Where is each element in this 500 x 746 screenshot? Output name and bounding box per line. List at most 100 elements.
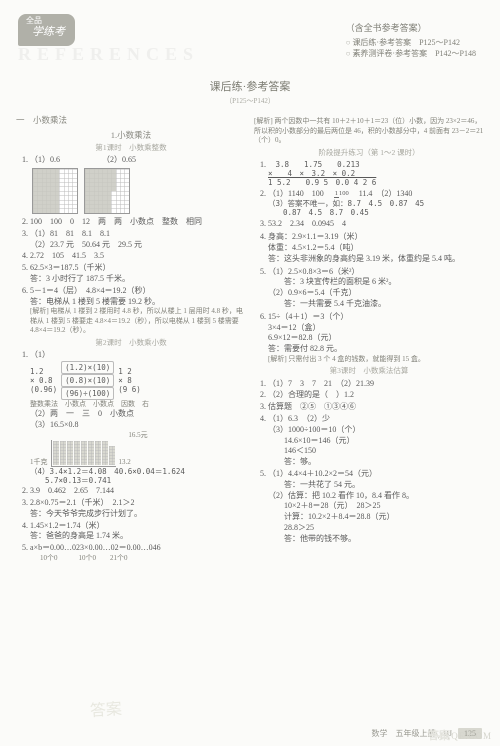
badge-main: 学练考 xyxy=(32,26,65,38)
t3-5: （1）4.4×4＋10.2×2＝54（元） 答：一共花了 54 元。 （2）估算… xyxy=(268,469,484,545)
t34d: 146＜150 xyxy=(268,446,484,457)
l32b: 答：今天爷爷完成步行计划了。 xyxy=(30,509,246,520)
l4-ans: 答：爸爸的身高是 1.74 米。 xyxy=(30,531,246,542)
t35e: 计算：10.2×2＋8.4＝28.8（元） xyxy=(268,512,484,523)
item-5: 62.5×3＝187.5（千米） 答：3 小时行了 187.5 千米。 xyxy=(30,263,246,285)
bar-left: 1千克 xyxy=(30,458,48,467)
l2-3: （3）16.5×0.8 xyxy=(30,420,246,431)
list-l2: （1） 1.2 × 0.8 (0.96) (1.2)×(10) (0.8)×(1… xyxy=(16,350,246,563)
l2-4: （4）3.4×1.2＝4.08 40.6×0.04＝1.624 5.7×0.13… xyxy=(30,467,246,485)
s1c: 1 5.2 0.9 5 0.0 4 2 6 xyxy=(268,178,484,187)
columns: 一 小数乘法 1.小数乘法 第1课时 小数乘整数 （1）0.6 （2）0.65 … xyxy=(0,112,500,564)
grid-065 xyxy=(84,168,130,214)
t35a: （1）4.4×4＋10.2×2＝54（元） xyxy=(268,469,484,480)
l4-145: 1.45×1.2＝1.74（米） xyxy=(30,521,246,532)
item-2-5: a×b＝0.00…023×0.00…02＝0.00…046 10个0 10个0 … xyxy=(30,543,246,563)
right-column: [解析] 两个因数中一共有 10＋2＋10＋1＝23（位）小数，因为 23×2＝… xyxy=(254,112,484,564)
s-item-6: 15÷（4＋1）＝3（个） 3×4＝12（盒） 6.9×12＝82.8（元） 答… xyxy=(268,312,484,365)
lesson-2: 第2课时 小数乘小数 xyxy=(16,338,246,348)
section-sub: （P125～P142） xyxy=(0,97,500,106)
stage-title: 阶段提升练习（第 1～2 课时） xyxy=(254,148,484,158)
s2a: （1）1140 100 xyxy=(268,189,332,198)
l1b: （2）0.65 xyxy=(102,155,136,164)
t34e: 答：够。 xyxy=(268,457,484,468)
list-l3: （1）7 3 7 21 （2）21.39 （2）合理的是（ ）1.2 估算题 ②… xyxy=(254,379,484,545)
l6c: [解析] 电梯从 1 楼到 2 楼用时 4.8 秒，所以从楼上 1 层用时 4.… xyxy=(30,307,246,335)
l5a: a×b＝0.00…023×0.00…02＝0.00…046 xyxy=(30,543,246,554)
s1a: 3.8 1.75 0.213 xyxy=(268,160,484,169)
calc-left: 1.2 × 0.8 (0.96) xyxy=(30,367,57,394)
t34c: 14.6×10＝146（元） xyxy=(268,436,484,447)
item-1: （1）0.6 （2）0.65 xyxy=(30,155,246,216)
bar-diagram xyxy=(51,440,116,467)
s2b: （3）答案不唯一，如：8.7 4.5 0.87 45 0.87 4.5 8.7 … xyxy=(268,199,484,217)
s2a2: 11.4 （2）1340 xyxy=(351,189,413,198)
list-stage: 3.8 1.75 0.213 × 4 × 3.2 × 0.2 1 5.2 0.9… xyxy=(254,160,484,365)
unit-title: 一 小数乘法 xyxy=(16,115,246,126)
l6a: 5－1＝4（层） 4.8×4＝19.2（秒） xyxy=(30,286,246,297)
item-2-4: 1.45×1.2＝1.74（米） 答：爸爸的身高是 1.74 米。 xyxy=(30,521,246,543)
section-title: 课后练·参考答案 xyxy=(0,80,500,95)
brand-badge: 全品 学练考 xyxy=(18,14,75,46)
item-3: （1）81 81 8.1 8.1 （2）23.7 元 50.64 元 29.5 … xyxy=(30,229,246,251)
meta-title: （含全书参考答案） xyxy=(346,22,476,34)
item-2: 100 100 0 12 两 两 小数点 整数 相同 xyxy=(30,217,246,228)
item-2-3: 2.8×0.75＝2.1（千米） 2.1＞2 答：今天爷爷完成步行计划了。 xyxy=(30,498,246,520)
topic-1: 1.小数乘法 xyxy=(16,130,246,141)
s5b: 答：3 块宣传栏的面积是 6 米²。 xyxy=(268,277,484,288)
t35b: 答：一共花了 54 元。 xyxy=(268,480,484,491)
l3a: （1）81 81 8.1 8.1 xyxy=(30,229,246,240)
s-item-2: （1）1140 100 1100 11.4 （2）1340 （3）答案不唯一，如… xyxy=(268,189,484,218)
calc-right: 1 2 × 8 (9 6) xyxy=(118,367,141,394)
s4b: 体重：4.5×1.2＝5.4（吨） xyxy=(268,243,484,254)
s-item-4: 身高：2.9×1.1＝3.19（米） 体重：4.5×1.2＝5.4（吨） 答：这… xyxy=(268,232,484,264)
d2-labels: 整数乘法 小数点 小数点 因数 右 xyxy=(30,400,246,409)
s5a: （1）2.5×0.8×3＝6（米²） xyxy=(268,267,484,278)
meta-line-2: 素养测评卷·参考答案 P142～P148 xyxy=(346,49,476,60)
s-item-1: 3.8 1.75 0.213 × 4 × 3.2 × 0.2 1 5.2 0.9… xyxy=(268,160,484,187)
l1a: （1）0.6 xyxy=(30,155,60,164)
t35g: 答：他带的钱不够。 xyxy=(268,534,484,545)
s6b: 3×4＝12（盒） xyxy=(268,323,484,334)
l5a: 62.5×3＝187.5（千米） xyxy=(30,263,246,274)
calc-mid: (1.2)×(10) (0.8)×(10) (96)÷(100) xyxy=(61,361,114,400)
s6e: [解析] 只需付出 3 个 4 盒的钱数，就能得到 15 盒。 xyxy=(268,355,484,364)
item-6: 5－1＝4（层） 4.8×4＝19.2（秒） 答：电梯从 1 楼到 5 楼需要 … xyxy=(30,286,246,336)
s4a: 身高：2.9×1.1＝3.19（米） xyxy=(268,232,484,243)
lesson-1: 第1课时 小数乘整数 xyxy=(16,143,246,153)
meta-line-1: 课后练·参考答案 P125～P142 xyxy=(346,38,476,49)
s4c: 答：这头非洲象的身高约是 3.19 米，体重约是 5.4 吨。 xyxy=(268,254,484,265)
bar-wrap: 1千克 13.2 xyxy=(30,440,246,467)
item-2-1: （1） 1.2 × 0.8 (0.96) (1.2)×(10) (0.8)×(1… xyxy=(30,350,246,485)
grid-06 xyxy=(32,168,78,214)
s2-frac: 1100 xyxy=(334,191,349,198)
s5c: （2）0.9×6＝5.4（千克） xyxy=(268,288,484,299)
lesson-3: 第3课时 小数乘法估算 xyxy=(254,366,484,376)
l3b: （2）23.7 元 50.64 元 29.5 元 xyxy=(30,240,246,251)
t3-3: 估算题 ②⑤ ①③④⑥ xyxy=(268,402,484,413)
header: 全品 学练考 REFERENCES （含全书参考答案） 课后练·参考答案 P12… xyxy=(0,0,500,70)
left-column: 一 小数乘法 1.小数乘法 第1课时 小数乘整数 （1）0.6 （2）0.65 … xyxy=(16,112,246,564)
t35d: 10×2＋8＝28（元） 28＞25 xyxy=(268,501,484,512)
t35f: 28.8＞25 xyxy=(268,523,484,534)
bar-top: 16.5元 xyxy=(30,431,246,440)
l5b: 答：3 小时行了 187.5 千米。 xyxy=(30,274,246,285)
s5d: 答：一共需要 5.4 千克油漆。 xyxy=(268,299,484,310)
seal-watermark: 答案 xyxy=(89,699,122,723)
s1b: × 4 × 3.2 × 0.2 xyxy=(268,169,484,178)
l5b: 10个0 10个0 21个0 xyxy=(30,554,246,563)
page: 全品 学练考 REFERENCES （含全书参考答案） 课后练·参考答案 P12… xyxy=(0,0,500,746)
t34b: （3）1000÷100＝10（个） xyxy=(268,425,484,436)
t34a: （1）6.3 （2）少 xyxy=(268,414,484,425)
watermark-text: 答案 xyxy=(428,729,450,744)
t3-2: （2）合理的是（ ）1.2 xyxy=(268,390,484,401)
s6c: 6.9×12＝82.8（元） xyxy=(268,333,484,344)
s6d: 答：需要付 82.8 元。 xyxy=(268,344,484,355)
bar-right: 13.2 xyxy=(119,458,131,467)
s-item-5: （1）2.5×0.8×3＝6（米²） 答：3 块宣传栏的面积是 6 米²。 （2… xyxy=(268,267,484,310)
l2-2: （2）两 一 三 0 小数点 xyxy=(30,409,246,420)
s6a: 15÷（4＋1）＝3（个） xyxy=(268,312,484,323)
item-2-2: 3.9 0.462 2.65 7.144 xyxy=(30,486,246,497)
r-analysis: [解析] 两个因数中一共有 10＋2＋10＋1＝23（位）小数，因为 23×2＝… xyxy=(254,112,484,145)
t35c: （2）估算：把 10.2 看作 10，8.4 看作 8。 xyxy=(268,491,484,502)
